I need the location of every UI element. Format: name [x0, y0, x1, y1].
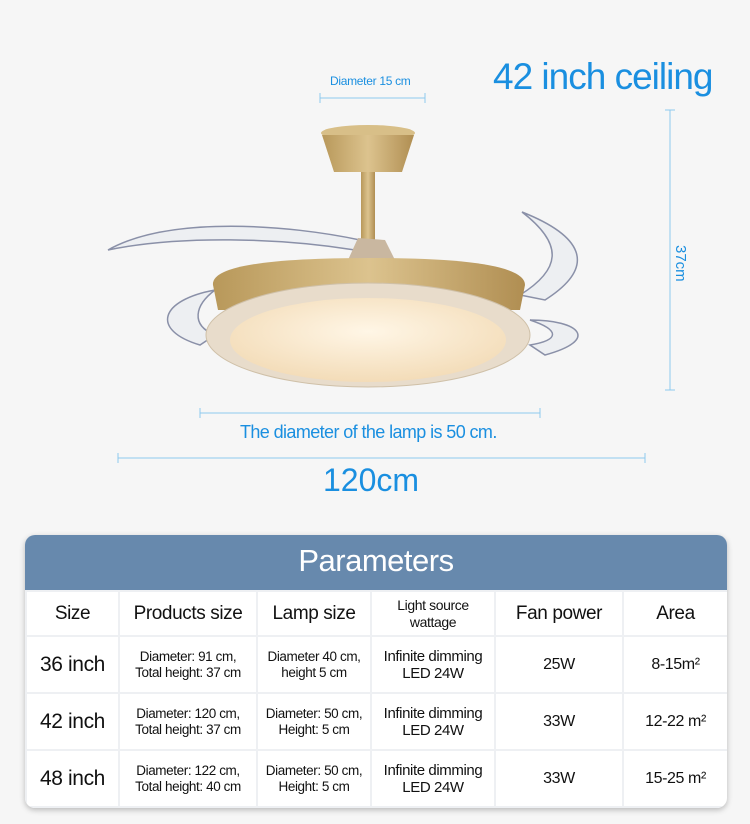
column-header: Size	[25, 590, 120, 637]
size-cell: 36 inch	[25, 635, 120, 694]
total-diameter-label: 120cm	[323, 462, 420, 498]
fan-power-cell: 25W	[494, 635, 624, 694]
cell-line: Total height: 37 cm	[135, 664, 241, 680]
column-header: Products size	[118, 590, 258, 637]
cell-line: Diameter: 120 cm,	[136, 705, 240, 721]
cell-line: Height: 5 cm	[278, 721, 350, 737]
area-cell: 8-15m²	[622, 635, 727, 694]
cell-line: Infinite dimming	[383, 761, 483, 779]
light-cell: Infinite dimming LED 24W	[370, 749, 496, 808]
cell-line: Diameter 40 cm,	[267, 648, 361, 664]
dimension-lines	[117, 93, 675, 463]
light-cell: Infinite dimming LED 24W	[370, 635, 496, 694]
products-size-cell: Diameter: 120 cm, Total height: 37 cm	[118, 692, 258, 751]
table-row: 48 inch Diameter: 122 cm, Total height: 40…	[25, 749, 727, 808]
lamp-diameter-label: The diameter of the lamp is 50 cm.	[240, 422, 497, 442]
area-cell: 15-25 m²	[622, 749, 727, 808]
column-header: Area	[622, 590, 727, 637]
cell-line: Infinite dimming	[383, 704, 483, 722]
column-header: Light source wattage	[370, 590, 496, 637]
parameters-title: Parameters	[25, 535, 727, 590]
lamp-panel	[230, 298, 506, 382]
lamp-size-cell: Diameter: 50 cm, Height: 5 cm	[256, 692, 372, 751]
light-cell: Infinite dimming LED 24W	[370, 692, 496, 751]
fan-power-cell: 33W	[494, 749, 624, 808]
column-header: Fan power	[494, 590, 624, 637]
parameters-table: Size Products size Lamp size Light sourc…	[25, 590, 727, 808]
size-cell: 48 inch	[25, 749, 120, 808]
downrod	[361, 172, 375, 242]
cell-line: Diameter: 91 cm,	[139, 648, 237, 664]
table-header-row: Size Products size Lamp size Light sourc…	[25, 590, 727, 637]
cell-line: height 5 cm	[281, 664, 347, 680]
column-header: Lamp size	[256, 590, 372, 637]
lamp-size-cell: Diameter 40 cm, height 5 cm	[256, 635, 372, 694]
cell-line: Total height: 40 cm	[135, 778, 241, 794]
cell-line: LED 24W	[402, 664, 464, 682]
cell-line: Height: 5 cm	[278, 778, 350, 794]
parameters-card: Parameters Size Products size Lamp size …	[25, 535, 727, 808]
height-label: 37cm	[672, 245, 689, 282]
cell-line: Diameter: 50 cm,	[265, 762, 363, 778]
area-cell: 12-22 m²	[622, 692, 727, 751]
fan-power-cell: 33W	[494, 692, 624, 751]
table-row: 36 inch Diameter: 91 cm, Total height: 37 …	[25, 635, 727, 694]
canopy	[322, 135, 414, 172]
table-row: 42 inch Diameter: 120 cm, Total height: 37…	[25, 692, 727, 751]
size-cell: 42 inch	[25, 692, 120, 751]
column-header-text: Light source wattage	[397, 596, 469, 630]
cell-line: Diameter: 122 cm,	[136, 762, 240, 778]
cell-line: Total height: 37 cm	[135, 721, 241, 737]
product-heading: 42 inch ceiling	[493, 56, 713, 97]
products-size-cell: Diameter: 122 cm, Total height: 40 cm	[118, 749, 258, 808]
mount-diameter-label: Diameter 15 cm	[330, 74, 411, 88]
products-size-cell: Diameter: 91 cm, Total height: 37 cm	[118, 635, 258, 694]
cell-line: LED 24W	[402, 778, 464, 796]
cell-line: Infinite dimming	[383, 647, 483, 665]
lamp-size-cell: Diameter: 50 cm, Height: 5 cm	[256, 749, 372, 808]
cell-line: LED 24W	[402, 721, 464, 739]
cell-line: Diameter: 50 cm,	[265, 705, 363, 721]
fan-illustration	[107, 93, 675, 463]
